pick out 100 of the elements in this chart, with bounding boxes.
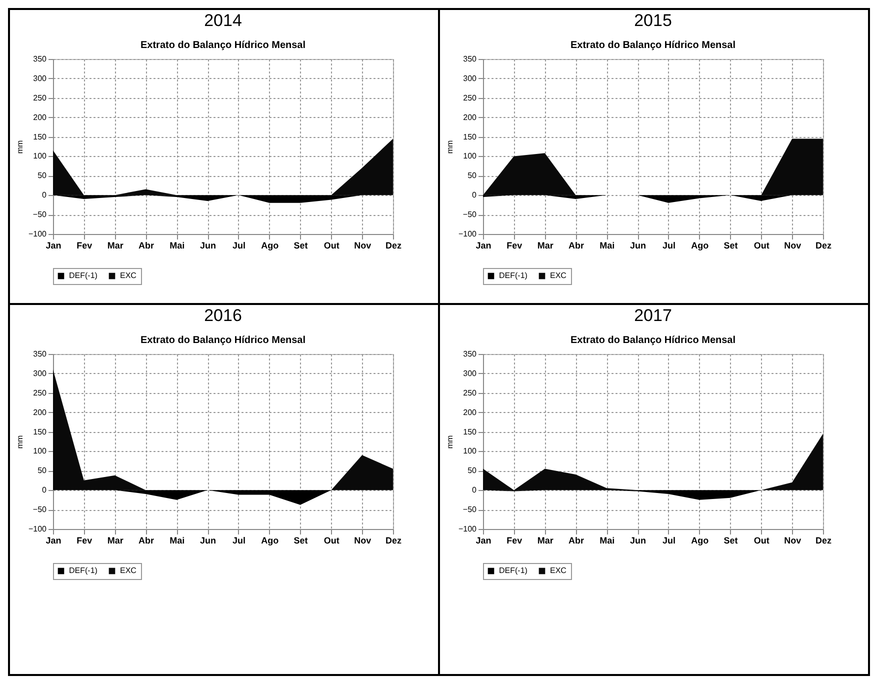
legend-label: DEF(-1) bbox=[499, 566, 528, 575]
x-tick-label: Jan bbox=[46, 240, 62, 250]
x-tick-label: Fev bbox=[76, 536, 92, 546]
y-tick-label: 300 bbox=[463, 368, 478, 378]
legend-label: EXC bbox=[120, 566, 137, 575]
y-tick-label: 150 bbox=[463, 427, 478, 436]
x-tick-label: Set bbox=[724, 536, 738, 546]
x-tick-label: Dez bbox=[815, 536, 832, 546]
y-tick-label: −100 bbox=[28, 230, 48, 238]
chart-title: 2017 bbox=[634, 306, 672, 325]
y-tick-label: 250 bbox=[33, 388, 48, 398]
legend-label: DEF(-1) bbox=[499, 271, 528, 280]
x-tick-label: Nov bbox=[784, 536, 802, 546]
x-tick-label: Mar bbox=[107, 536, 124, 546]
x-tick-label: Set bbox=[294, 240, 308, 250]
y-tick-label: 350 bbox=[463, 54, 478, 64]
x-tick-label: Ago bbox=[261, 240, 280, 250]
y-tick-label: −50 bbox=[462, 505, 478, 514]
x-tick-label: Dez bbox=[815, 240, 832, 250]
x-tick-label: Mai bbox=[170, 240, 185, 250]
chart-title: 2016 bbox=[204, 306, 242, 325]
x-tick-label: Jul bbox=[232, 536, 246, 546]
x-tick-label: Jan bbox=[476, 536, 492, 546]
x-tick-label: Jun bbox=[200, 240, 216, 250]
y-axis-title: mm bbox=[15, 435, 24, 449]
x-tick-label: Abr bbox=[568, 536, 584, 546]
y-tick-label: 0 bbox=[42, 486, 48, 495]
x-tick-label: Nov bbox=[784, 240, 802, 250]
y-tick-label: 0 bbox=[472, 486, 478, 495]
y-tick-label: 150 bbox=[33, 427, 48, 436]
y-tick-label: 250 bbox=[33, 93, 48, 102]
x-tick-label: Out bbox=[324, 240, 340, 250]
x-tick-label: Mar bbox=[107, 240, 124, 250]
y-tick-label: −100 bbox=[28, 524, 48, 534]
chart-title: 2015 bbox=[634, 11, 672, 30]
x-tick-label: Fev bbox=[76, 240, 92, 250]
chart-subtitle: Extrato do Balanço Hídrico Mensal bbox=[570, 40, 736, 51]
y-tick-label: 200 bbox=[33, 408, 48, 417]
x-tick-label: Ago bbox=[691, 536, 710, 546]
y-tick-label: −50 bbox=[32, 505, 48, 514]
x-tick-label: Out bbox=[754, 240, 770, 250]
x-tick-label: Dez bbox=[385, 240, 402, 250]
x-tick-label: Mar bbox=[537, 536, 554, 546]
y-axis-title: mm bbox=[15, 140, 24, 154]
y-tick-label: 300 bbox=[463, 74, 478, 83]
x-tick-label: Out bbox=[754, 536, 770, 546]
y-tick-label: 100 bbox=[33, 152, 48, 161]
x-tick-label: Mai bbox=[600, 536, 615, 546]
x-tick-label: Ago bbox=[691, 240, 710, 250]
y-tick-label: 350 bbox=[33, 350, 48, 358]
x-tick-label: Nov bbox=[354, 536, 372, 546]
chart-title: 2014 bbox=[204, 11, 242, 30]
x-tick-label: Jul bbox=[232, 240, 246, 250]
x-tick-label: Abr bbox=[568, 240, 584, 250]
y-axis-title: mm bbox=[445, 435, 454, 449]
x-tick-label: Jan bbox=[476, 240, 492, 250]
y-tick-label: 200 bbox=[33, 112, 48, 122]
x-tick-label: Mai bbox=[600, 240, 615, 250]
y-tick-label: 300 bbox=[33, 368, 48, 378]
x-tick-label: Set bbox=[294, 536, 308, 546]
y-tick-label: 150 bbox=[33, 132, 48, 142]
y-tick-label: 150 bbox=[463, 132, 478, 142]
legend-label: DEF(-1) bbox=[69, 566, 98, 575]
x-tick-label: Jun bbox=[630, 240, 646, 250]
y-tick-label: −50 bbox=[32, 210, 48, 220]
y-tick-label: 100 bbox=[463, 446, 478, 456]
y-tick-label: 100 bbox=[33, 446, 48, 456]
x-tick-label: Jun bbox=[200, 536, 216, 546]
x-tick-label: Jul bbox=[662, 240, 676, 250]
chart-subtitle: Extrato do Balanço Hídrico Mensal bbox=[570, 335, 736, 346]
y-tick-label: 100 bbox=[463, 152, 478, 161]
chart-subtitle: Extrato do Balanço Hídrico Mensal bbox=[140, 335, 306, 346]
x-tick-label: Fev bbox=[506, 240, 522, 250]
y-tick-label: −100 bbox=[458, 524, 478, 534]
x-tick-label: Jan bbox=[46, 536, 62, 546]
y-tick-label: −100 bbox=[458, 230, 478, 238]
y-tick-label: −50 bbox=[462, 210, 478, 220]
y-axis-title: mm bbox=[445, 140, 454, 154]
y-tick-label: 250 bbox=[463, 93, 478, 102]
x-tick-label: Jun bbox=[630, 536, 646, 546]
y-tick-label: 50 bbox=[38, 466, 48, 476]
y-tick-label: 0 bbox=[42, 190, 48, 200]
y-tick-label: 350 bbox=[463, 350, 478, 358]
x-tick-label: Fev bbox=[506, 536, 522, 546]
x-tick-label: Mar bbox=[537, 240, 554, 250]
y-tick-label: 350 bbox=[33, 54, 48, 64]
y-tick-label: 50 bbox=[38, 171, 48, 180]
y-tick-label: 200 bbox=[463, 112, 478, 122]
y-tick-label: 50 bbox=[468, 171, 478, 180]
x-tick-label: Dez bbox=[385, 536, 402, 546]
x-tick-label: Abr bbox=[138, 536, 154, 546]
x-tick-label: Out bbox=[324, 536, 340, 546]
y-tick-label: 250 bbox=[463, 388, 478, 398]
x-tick-label: Ago bbox=[261, 536, 280, 546]
legend-label: DEF(-1) bbox=[69, 271, 98, 280]
legend-label: EXC bbox=[550, 566, 567, 575]
x-tick-label: Abr bbox=[138, 240, 154, 250]
y-tick-label: 300 bbox=[33, 74, 48, 83]
chart-subtitle: Extrato do Balanço Hídrico Mensal bbox=[140, 40, 306, 51]
x-tick-label: Jul bbox=[662, 536, 676, 546]
